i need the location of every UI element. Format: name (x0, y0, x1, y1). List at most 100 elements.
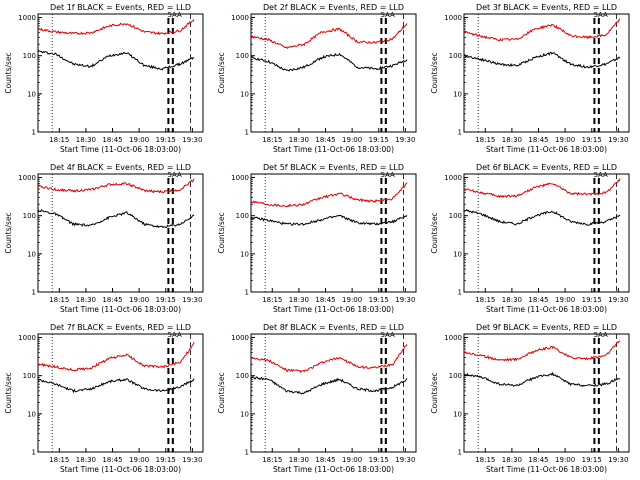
x-tick-label: 18:30 (502, 456, 522, 464)
chart-svg: Det 4f BLACK = Events, RED = LLD 1 10 100 10… (4, 163, 204, 314)
x-tick-label: 18:15 (49, 296, 69, 304)
x-tick-label: 19:15 (369, 136, 389, 144)
x-tick-label: 19:15 (156, 456, 176, 464)
x-tick-label: 19:00 (129, 136, 149, 144)
x-tick-label: 19:30 (182, 296, 202, 304)
saa-annotation: SAA (380, 11, 395, 19)
plot-frame (463, 173, 630, 293)
y-tick-label: 100 (449, 52, 462, 60)
y-tick-label: 1000 (444, 334, 462, 342)
y-tick-label: 10 (453, 250, 462, 258)
x-axis-label: Start Time (11-Oct-06 18:03:00) (273, 305, 394, 314)
series-lld-line (37, 178, 195, 194)
x-tick-label: 18:30 (76, 136, 96, 144)
x-tick-label: 18:45 (102, 456, 122, 464)
y-tick-label: 1 (245, 129, 249, 137)
series-events-line (250, 52, 408, 72)
x-tick-label: 18:30 (289, 456, 309, 464)
x-tick-label: 18:45 (315, 136, 335, 144)
chart-title: Det 3f BLACK = Events, RED = LLD (476, 3, 617, 12)
y-tick-label: 100 (23, 372, 36, 380)
chart-svg: Det 2f BLACK = Events, RED = LLD 1 10 100 10… (217, 3, 417, 154)
chart-svg: Det 1f BLACK = Events, RED = LLD 1 10 100 10… (4, 3, 204, 154)
series-lld-line (250, 182, 408, 208)
series-events-line (37, 378, 195, 394)
series-lld-line (463, 18, 621, 42)
y-axis-label: Counts/sec (4, 52, 13, 93)
x-axis-label: Start Time (11-Oct-06 18:03:00) (486, 465, 607, 474)
x-tick-label: 18:15 (49, 456, 69, 464)
x-tick-label: 19:00 (129, 456, 149, 464)
plot-frame (37, 13, 204, 133)
chart-svg: Det 5f BLACK = Events, RED = LLD 1 10 100 10… (217, 163, 417, 314)
x-axis-label: Start Time (11-Oct-06 18:03:00) (486, 305, 607, 314)
x-tick-label: 18:45 (528, 456, 548, 464)
y-tick-label: 10 (453, 410, 462, 418)
plot-frame (250, 333, 417, 453)
y-axis-label: Counts/sec (217, 52, 226, 93)
x-tick-label: 18:30 (502, 136, 522, 144)
x-tick-label: 18:15 (475, 136, 495, 144)
x-tick-label: 19:15 (156, 296, 176, 304)
chart-svg: Det 6f BLACK = Events, RED = LLD 1 10 100 10… (430, 163, 630, 314)
y-tick-label: 100 (236, 212, 249, 220)
x-tick-label: 19:15 (369, 456, 389, 464)
plot-frame (463, 13, 630, 133)
y-tick-label: 10 (27, 90, 36, 98)
x-axis-label: Start Time (11-Oct-06 18:03:00) (60, 305, 181, 314)
y-axis-label: Counts/sec (430, 212, 439, 253)
x-tick-label: 19:00 (342, 136, 362, 144)
x-tick-label: 18:15 (475, 296, 495, 304)
saa-annotation: SAA (167, 171, 182, 179)
y-tick-label: 1000 (18, 334, 36, 342)
saa-annotation: SAA (380, 331, 395, 339)
y-tick-label: 1 (32, 129, 36, 137)
x-axis-label: Start Time (11-Oct-06 18:03:00) (273, 465, 394, 474)
y-axis-label: Counts/sec (4, 372, 13, 413)
x-tick-label: 19:15 (582, 456, 602, 464)
saa-annotation: SAA (167, 331, 182, 339)
y-tick-label: 100 (23, 212, 36, 220)
y-tick-label: 10 (240, 250, 249, 258)
y-tick-label: 100 (23, 52, 36, 60)
chart-title: Det 9f BLACK = Events, RED = LLD (476, 323, 617, 332)
x-tick-label: 18:45 (528, 136, 548, 144)
x-tick-label: 18:30 (289, 136, 309, 144)
x-tick-label: 19:00 (555, 136, 575, 144)
series-events-line (463, 371, 621, 388)
y-tick-label: 100 (449, 212, 462, 220)
y-tick-label: 1 (245, 289, 249, 297)
x-tick-label: 18:45 (315, 456, 335, 464)
x-axis-label: Start Time (11-Oct-06 18:03:00) (60, 145, 181, 154)
x-tick-label: 19:15 (369, 296, 389, 304)
detector-panel-3: Det 3f BLACK = Events, RED = LLD 1 10 100 10… (426, 0, 639, 160)
series-lld-line (37, 19, 195, 36)
x-tick-label: 19:30 (182, 136, 202, 144)
y-tick-label: 100 (236, 52, 249, 60)
x-tick-label: 19:30 (395, 136, 415, 144)
y-tick-label: 1000 (444, 174, 462, 182)
y-axis-label: Counts/sec (217, 212, 226, 253)
y-tick-label: 1000 (231, 14, 249, 22)
y-tick-label: 10 (240, 410, 249, 418)
detector-panel-1: Det 1f BLACK = Events, RED = LLD 1 10 100 10… (0, 0, 213, 160)
chart-title: Det 6f BLACK = Events, RED = LLD (476, 163, 617, 172)
chart-title: Det 5f BLACK = Events, RED = LLD (263, 163, 404, 172)
x-tick-label: 18:45 (528, 296, 548, 304)
x-tick-label: 18:15 (262, 136, 282, 144)
x-tick-label: 19:30 (395, 296, 415, 304)
series-events-line (463, 51, 621, 69)
chart-svg: Det 7f BLACK = Events, RED = LLD 1 10 100 10… (4, 323, 204, 474)
x-tick-label: 18:45 (102, 136, 122, 144)
detector-panel-8: Det 8f BLACK = Events, RED = LLD 1 10 100 10… (213, 320, 426, 480)
saa-annotation: SAA (593, 171, 608, 179)
x-tick-label: 19:30 (608, 456, 628, 464)
chart-svg: Det 3f BLACK = Events, RED = LLD 1 10 100 10… (430, 3, 630, 154)
chart-title: Det 1f BLACK = Events, RED = LLD (50, 3, 191, 12)
y-tick-label: 100 (449, 372, 462, 380)
y-tick-label: 1 (32, 289, 36, 297)
series-lld-line (250, 23, 408, 50)
y-tick-label: 10 (240, 90, 249, 98)
series-events-line (37, 209, 195, 229)
y-tick-label: 1 (458, 129, 462, 137)
